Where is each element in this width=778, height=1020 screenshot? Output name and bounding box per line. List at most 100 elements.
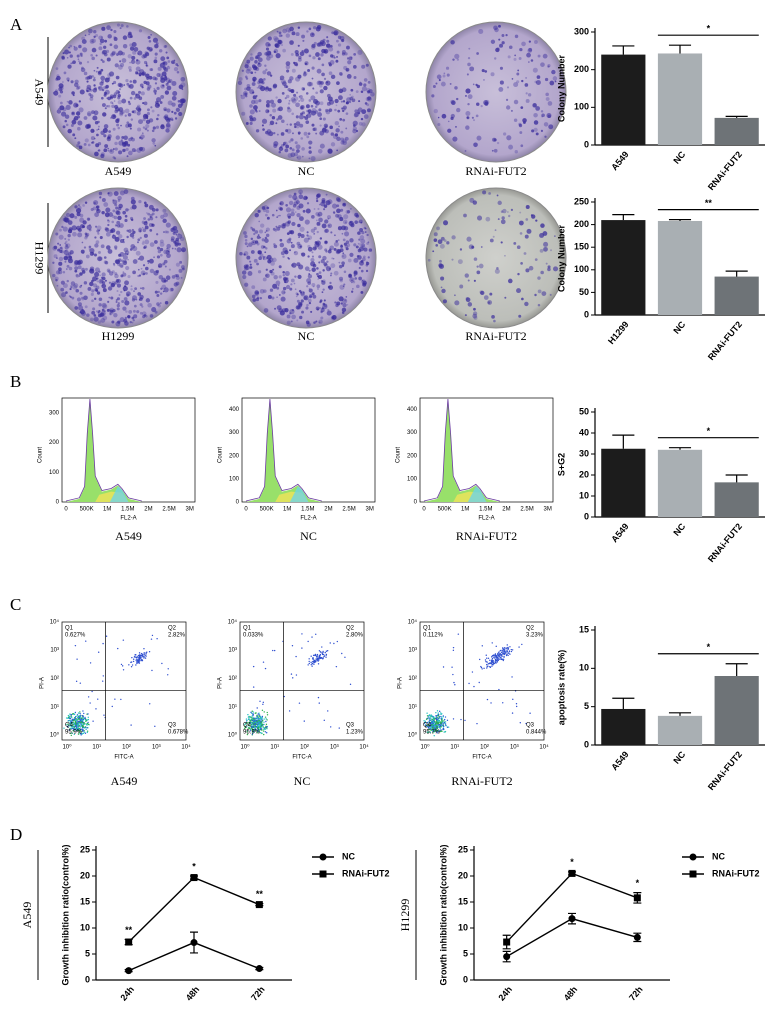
event-dot [434,729,437,732]
colony [139,136,142,139]
event-dot [525,722,527,725]
event-dot [151,634,154,637]
colony [535,132,539,136]
colony [324,228,329,233]
colony [62,271,66,274]
colony [540,223,545,228]
event-dot [485,654,487,656]
colony [338,95,343,101]
colony [279,238,283,242]
colony [269,74,273,77]
event-dot [130,666,133,668]
colony [289,287,293,291]
colony [294,141,298,145]
event-dot [135,661,138,663]
colony [323,303,328,308]
colony [98,191,103,196]
colony [61,292,67,298]
event-dot [87,723,90,726]
event-dot [490,659,493,661]
event-dot [255,725,257,728]
event-dot [167,674,169,676]
colony [162,61,166,65]
colony [94,212,99,218]
colony [107,286,113,291]
colony [249,266,253,269]
event-dot [430,718,432,720]
event-dot [500,649,502,652]
colony [161,71,167,77]
colony [143,113,148,118]
axis-tick-label: 10² [122,745,131,751]
colony [132,259,138,264]
colony [96,229,100,233]
colony [58,261,63,266]
colony [55,278,58,282]
colony [122,306,127,311]
colony [111,220,115,224]
event-dot [72,718,74,721]
colony [279,207,283,211]
event-dot [120,663,123,666]
colony [83,142,87,146]
colony [334,98,339,104]
colony [290,138,294,142]
colony [138,90,142,94]
colony [313,99,319,105]
event-dot [437,720,439,723]
colony [156,233,159,236]
colony [115,210,121,216]
event-dot [77,733,80,735]
colony [139,108,142,111]
colony [536,75,541,79]
axis-tick-label: 400 [407,407,418,413]
colony [269,99,275,104]
event-dot [529,712,531,714]
colony [544,135,547,138]
colony [133,290,135,292]
colony [542,231,548,236]
colony [103,202,109,207]
colony [142,272,146,276]
axis-tick-label: 10⁰ [408,732,418,739]
y-axis-label: S+G2 [556,453,566,476]
colony [286,238,292,244]
colony [90,208,94,212]
colony [334,108,337,112]
colony [138,119,144,125]
colony [66,56,69,59]
colony [96,225,102,231]
colony [254,71,257,74]
colony [301,310,304,314]
colony [111,82,114,85]
event-dot [325,656,327,658]
colony [246,255,251,260]
colony [257,250,262,255]
colony [52,273,56,278]
event-dot [494,661,497,664]
colony [338,264,343,269]
event-dot [506,650,508,652]
colony [117,64,123,70]
colony [476,52,479,55]
colony [254,230,259,234]
colony [151,208,156,212]
colony [96,277,99,280]
colony [69,44,73,48]
colony [316,221,321,226]
axis-tick-label: 100 [229,476,240,482]
colony [483,79,485,81]
colony [298,100,301,102]
colony [73,118,76,121]
colony [547,114,551,119]
y-axis-label: Growth inhibition ratio(control%) [60,845,70,986]
colony [55,232,59,236]
colony [300,106,304,110]
colony [249,263,252,266]
colony [432,250,435,253]
event-dot [501,655,503,658]
colony [291,221,296,227]
event-dot [439,729,441,732]
colony [256,242,260,246]
axis-tick-label: 3M [186,507,194,513]
